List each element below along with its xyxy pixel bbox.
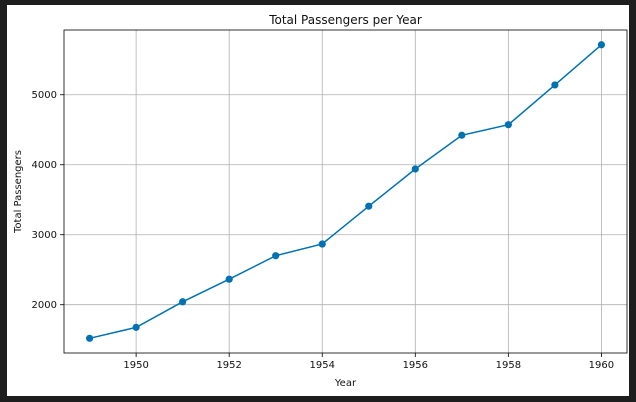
data-point (504, 121, 512, 129)
chart-title: Total Passengers per Year (268, 13, 422, 27)
data-point (225, 275, 233, 283)
data-point (458, 131, 466, 139)
data-point (85, 334, 94, 342)
y-tick-label: 3000 (32, 230, 57, 241)
x-tick-label: 1952 (216, 360, 241, 371)
y-tick-label: 5000 (32, 90, 57, 101)
grid-lines (64, 30, 627, 353)
plot-area-frame (63, 29, 628, 354)
data-point (551, 81, 559, 89)
data-point (132, 323, 140, 331)
x-tick-label: 1954 (310, 360, 335, 371)
line-chart: Total Passengers per Year 1950 1952 1954 19… (13, 13, 628, 389)
series-group (85, 41, 606, 342)
data-point (365, 202, 373, 210)
x-tick-label: 1950 (123, 360, 148, 371)
data-point (272, 252, 280, 260)
y-tick-label: 2000 (32, 300, 57, 311)
data-point (597, 41, 606, 49)
x-axis-ticks: 1950 1952 1954 1956 1958 1960 (123, 353, 614, 371)
data-point (411, 165, 419, 173)
series-line (89, 44, 602, 340)
x-tick-label: 1958 (496, 360, 521, 371)
chart-figure: Total Passengers per Year 1950 1952 1954 19… (7, 5, 629, 396)
y-axis-ticks: 2000 3000 4000 5000 (32, 90, 64, 311)
x-axis-label: Year (334, 378, 357, 389)
data-point (318, 240, 326, 248)
x-tick-label: 1956 (403, 360, 428, 371)
y-tick-label: 4000 (32, 160, 57, 171)
data-point (179, 298, 187, 306)
y-axis-label: Total Passengers (13, 150, 24, 234)
x-tick-label: 1960 (589, 360, 614, 371)
